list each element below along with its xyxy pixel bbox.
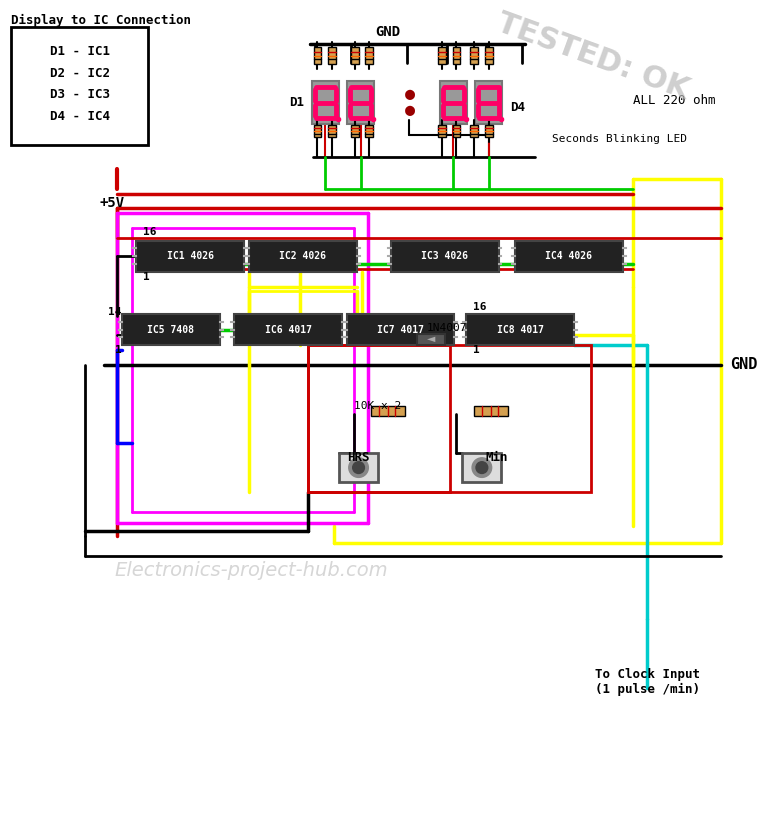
- Text: IC5 7408: IC5 7408: [147, 324, 194, 335]
- Bar: [347, 314, 455, 346]
- Circle shape: [476, 462, 488, 474]
- Bar: [366, 125, 373, 138]
- Bar: [485, 125, 492, 138]
- Text: IC3 4026: IC3 4026: [421, 251, 468, 262]
- Circle shape: [472, 458, 492, 478]
- Text: IC2 4026: IC2 4026: [280, 251, 326, 262]
- Text: D4 - IC4: D4 - IC4: [50, 110, 110, 123]
- Text: 14: 14: [108, 307, 122, 317]
- Text: ALL 220 ohm: ALL 220 ohm: [633, 95, 715, 107]
- Text: IC7 4017: IC7 4017: [377, 324, 424, 335]
- Text: IC6 4017: IC6 4017: [265, 324, 312, 335]
- Text: ●: ●: [405, 101, 415, 120]
- Text: IC4 4026: IC4 4026: [545, 251, 592, 262]
- Bar: [371, 406, 405, 416]
- Text: 16: 16: [473, 302, 487, 312]
- Bar: [351, 125, 359, 138]
- Bar: [440, 81, 467, 124]
- Bar: [462, 453, 502, 482]
- Bar: [308, 346, 591, 492]
- Text: D3 - IC3: D3 - IC3: [50, 88, 110, 101]
- Bar: [452, 125, 460, 138]
- Text: +5V: +5V: [99, 196, 124, 210]
- Circle shape: [353, 462, 365, 474]
- Text: 16: 16: [144, 227, 157, 236]
- Text: HRS: HRS: [347, 452, 370, 465]
- Bar: [313, 47, 321, 64]
- Text: 1: 1: [473, 346, 480, 355]
- Bar: [391, 240, 498, 272]
- Bar: [339, 453, 378, 482]
- Bar: [366, 47, 373, 64]
- Circle shape: [349, 458, 369, 478]
- Text: Seconds Blinking LED: Seconds Blinking LED: [552, 134, 687, 143]
- Bar: [417, 333, 445, 346]
- Bar: [313, 125, 321, 138]
- Bar: [234, 314, 342, 346]
- Text: 1: 1: [115, 346, 122, 355]
- Text: GND: GND: [730, 357, 758, 372]
- Bar: [470, 125, 478, 138]
- Bar: [475, 81, 502, 124]
- Text: Min: Min: [486, 452, 508, 465]
- Bar: [466, 314, 574, 346]
- Bar: [438, 125, 445, 138]
- Text: To Clock Input
(1 pulse /min): To Clock Input (1 pulse /min): [594, 668, 700, 696]
- Text: D1: D1: [289, 96, 304, 109]
- Bar: [12, 27, 148, 145]
- Bar: [470, 47, 478, 64]
- Bar: [351, 47, 359, 64]
- Text: GND: GND: [376, 25, 400, 39]
- Bar: [328, 125, 336, 138]
- Text: 10K x 2: 10K x 2: [354, 401, 401, 411]
- Bar: [515, 240, 623, 272]
- Text: 1: 1: [144, 272, 150, 282]
- Bar: [438, 47, 445, 64]
- Bar: [452, 47, 460, 64]
- Text: IC8 4017: IC8 4017: [497, 324, 544, 335]
- Bar: [122, 314, 220, 346]
- Bar: [347, 81, 374, 124]
- Bar: [137, 240, 244, 272]
- Bar: [474, 406, 508, 416]
- Text: ◄: ◄: [427, 333, 435, 346]
- Text: D4: D4: [510, 101, 525, 114]
- Text: ●: ●: [405, 85, 415, 103]
- Text: D1 - IC1: D1 - IC1: [50, 45, 110, 58]
- Bar: [328, 47, 336, 64]
- Bar: [249, 240, 356, 272]
- Text: Display to IC Connection: Display to IC Connection: [12, 14, 191, 27]
- Text: D2 - IC2: D2 - IC2: [50, 67, 110, 80]
- Text: TESTED: OK: TESTED: OK: [493, 8, 694, 105]
- Text: Electronics-project-hub.com: Electronics-project-hub.com: [114, 561, 388, 579]
- Text: 1N4007: 1N4007: [427, 323, 468, 333]
- Bar: [308, 346, 449, 492]
- Bar: [312, 81, 339, 124]
- Bar: [485, 47, 492, 64]
- Text: IC1 4026: IC1 4026: [167, 251, 214, 262]
